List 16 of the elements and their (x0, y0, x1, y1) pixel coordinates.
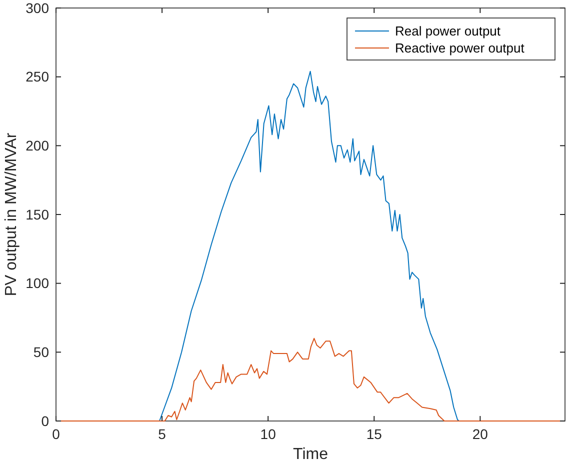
y-tick-label: 300 (26, 0, 50, 16)
x-tick-label: 0 (52, 426, 60, 442)
y-tick-label: 50 (33, 344, 50, 360)
x-tick-label: 5 (158, 426, 166, 442)
y-tick-label: 0 (41, 412, 50, 429)
y-tick-label: 100 (26, 275, 50, 292)
y-tick-label: 250 (26, 68, 50, 85)
x-tick-label: 20 (472, 426, 488, 442)
y-tick-label: 200 (26, 138, 50, 154)
legend-label: Reactive power output (395, 40, 525, 56)
x-tick-label: 10 (260, 426, 276, 442)
legend-label: Real power output (395, 24, 501, 39)
y-axis-title: PV output in MW/MVAr (3, 132, 20, 296)
y-tick-label: 150 (26, 206, 50, 222)
x-tick-label: 15 (366, 426, 382, 442)
x-axis-title: Time (293, 446, 328, 463)
